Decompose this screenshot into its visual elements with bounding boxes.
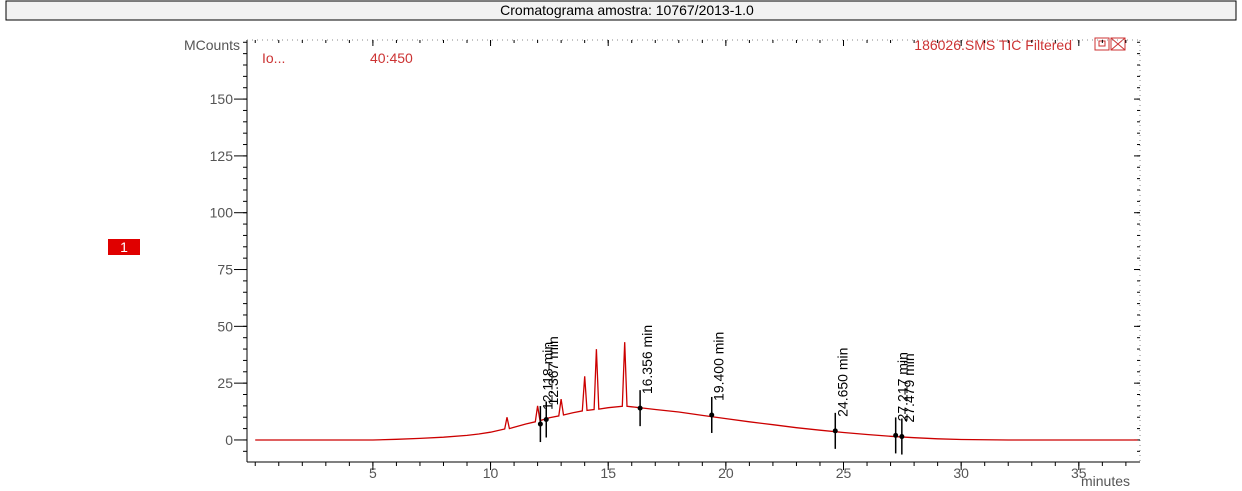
mass-range: 40:450 [370, 50, 413, 66]
file-label: 186026.SMS TIC Filtered [914, 37, 1072, 53]
trace-badge [108, 239, 140, 255]
peak-label: 12.118 min [539, 342, 555, 410]
y-tick-label: 75 [217, 262, 233, 278]
ion-label: Io... [262, 50, 285, 66]
peak-marker [543, 417, 549, 423]
x-tick-label: 5 [369, 465, 377, 481]
x-tick-label: 25 [836, 465, 852, 481]
peak-label: 27.217 min [895, 352, 911, 421]
y-tick-label: 50 [217, 318, 233, 334]
peak-marker [893, 432, 899, 438]
window-icon [1094, 37, 1110, 51]
peak-label: 24.650 min [834, 348, 850, 417]
peak-marker [709, 412, 715, 418]
trace [255, 342, 1138, 441]
x-axis-label: minutes [1081, 473, 1130, 489]
peak-label: 16.356 min [639, 325, 655, 394]
peak-marker [637, 405, 643, 411]
y-axis-label: MCounts [184, 37, 240, 53]
x-tick-label: 15 [600, 465, 616, 481]
peak-label: 12.367 min [545, 336, 561, 405]
y-tick-label: 0 [225, 432, 233, 448]
peak-label: 27.479 min [901, 353, 917, 422]
peak-marker [832, 428, 838, 434]
x-tick-label: 35 [1071, 465, 1087, 481]
peak-marker [537, 421, 543, 427]
x-tick-label: 20 [718, 465, 734, 481]
peak-marker [899, 434, 905, 440]
y-tick-label: 125 [210, 148, 234, 164]
x-tick-label: 10 [483, 465, 499, 481]
title-bar [5, 0, 1237, 21]
y-tick-label: 25 [217, 375, 233, 391]
close-icon [1110, 37, 1126, 51]
x-tick-label: 30 [953, 465, 969, 481]
chart-title: Cromatograma amostra: 10767/2013-1.0 [500, 2, 754, 18]
trace-badge-label: 1 [120, 239, 128, 255]
peak-label: 19.400 min [711, 332, 727, 401]
y-tick-label: 100 [210, 205, 234, 221]
y-tick-label: 150 [210, 91, 234, 107]
